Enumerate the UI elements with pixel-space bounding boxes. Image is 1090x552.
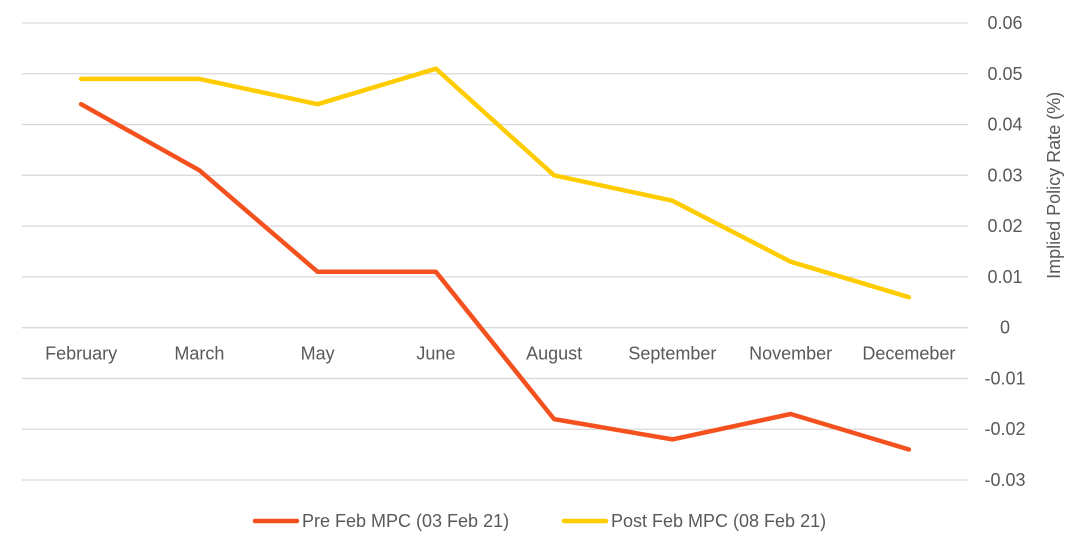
gridlines [22, 22, 968, 481]
category-label: August [526, 344, 582, 364]
y-axis-tick-labels: 0.06 0.05 0.04 0.03 0.02 0.01 0 -0.01 -0.02 -0.03 [984, 13, 1025, 490]
category-label: June [416, 344, 455, 364]
category-label: September [628, 344, 716, 364]
y-tick-label: -0.03 [984, 470, 1025, 490]
y-axis-title: Implied Policy Rate (%) [1044, 92, 1064, 279]
y-tick-label: 0 [1000, 318, 1010, 338]
y-tick-label: 0.04 [987, 115, 1022, 135]
series-lines [78, 66, 912, 452]
series-line-2 [78, 66, 912, 300]
y-tick-label: 0.02 [987, 216, 1022, 236]
y-tick-label: -0.02 [984, 419, 1025, 439]
category-labels: February March May June August September Novem… [45, 344, 955, 364]
legend: Pre Feb MPC (03 Feb 21) Post Feb MPC (08 … [252, 511, 826, 531]
y-tick-label: 0.01 [987, 267, 1022, 287]
category-label: March [174, 344, 224, 364]
y-tick-label: 0.05 [987, 64, 1022, 84]
category-label: Decemeber [862, 344, 955, 364]
y-tick-label: 0.03 [987, 165, 1022, 185]
y-tick-label: -0.01 [984, 368, 1025, 388]
category-label: November [749, 344, 832, 364]
series-line-1 [78, 101, 912, 452]
legend-label: Post Feb MPC (08 Feb 21) [611, 511, 826, 531]
y-tick-label: 0.06 [987, 13, 1022, 33]
legend-label: Pre Feb MPC (03 Feb 21) [302, 511, 509, 531]
category-label: February [45, 344, 117, 364]
category-label: May [301, 344, 335, 364]
